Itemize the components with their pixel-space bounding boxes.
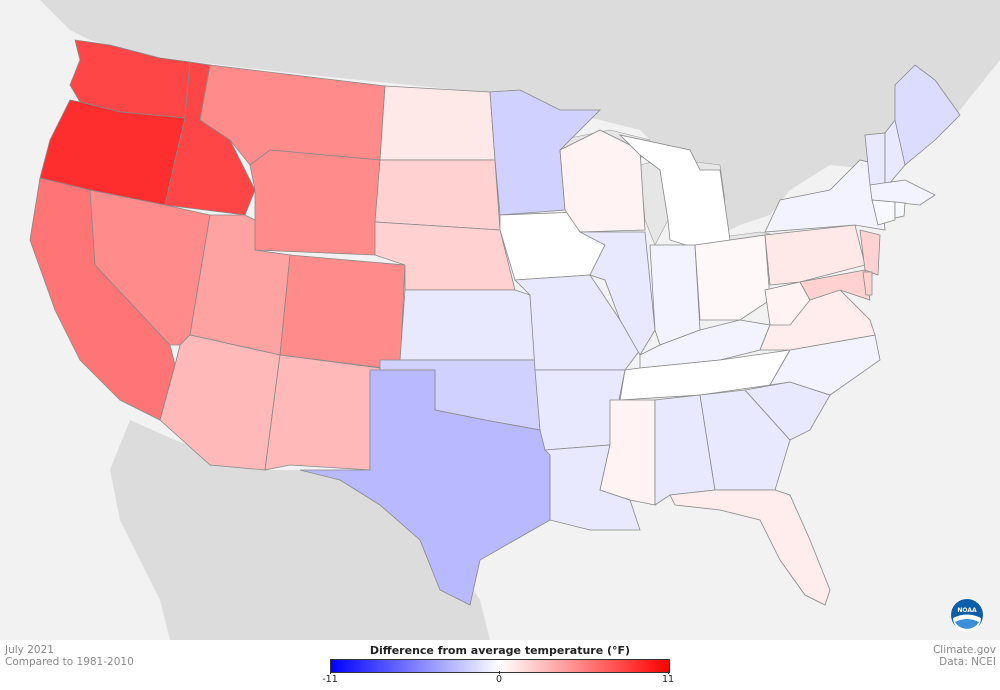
legend-label-min: -11: [322, 674, 338, 685]
state-kansas: [399, 289, 536, 361]
state-illinois: [579, 231, 656, 356]
state-rhode-island: [894, 201, 906, 219]
state-connecticut: [871, 199, 896, 226]
legend-tick-max: [668, 671, 669, 674]
map-svg: [0, 0, 1000, 640]
legend-tick-min: [330, 671, 331, 674]
state-new-mexico: [264, 354, 381, 471]
map-date: July 2021: [5, 644, 54, 656]
state-missouri: [514, 274, 641, 371]
state-new-jersey: [859, 229, 881, 276]
state-indiana: [649, 244, 701, 346]
footer-left: July 2021 Compared to 1981-2010: [5, 644, 134, 668]
state-maryland: [799, 269, 871, 301]
temperature-anomaly-map: [0, 0, 1000, 640]
state-pennsylvania: [764, 224, 866, 286]
legend-label-max: 11: [661, 674, 675, 685]
state-south-dakota: [374, 159, 501, 231]
legend-label-mid: 0: [495, 674, 503, 685]
svg-text:NOAA: NOAA: [957, 607, 977, 614]
state-delaware: [862, 271, 873, 296]
noaa-logo: NOAA: [950, 598, 984, 632]
footer-right: Climate.gov Data: NCEI: [933, 644, 996, 668]
baseline-period: Compared to 1981-2010: [5, 656, 134, 668]
state-new-hampshire: [884, 119, 906, 186]
legend-tick-mid: [499, 671, 500, 674]
state-massachusetts: [869, 179, 936, 206]
mexico-land: [110, 420, 490, 640]
state-texas: [299, 369, 551, 606]
source-credit: Climate.gov: [932, 644, 996, 656]
state-west-virginia: [764, 281, 811, 326]
footer: July 2021 Compared to 1981-2010 Differen…: [0, 640, 1000, 690]
state-north-dakota: [379, 85, 496, 161]
state-ohio: [694, 234, 771, 321]
legend-title: Difference from average temperature (°F): [369, 644, 631, 657]
state-colorado: [279, 254, 406, 371]
canada-land: [0, 0, 1000, 235]
legend-color-scale: [330, 659, 670, 673]
state-florida: [669, 489, 831, 606]
data-credit: Data: NCEI: [939, 656, 996, 668]
state-wisconsin: [559, 129, 646, 233]
state-wyoming: [249, 149, 381, 256]
